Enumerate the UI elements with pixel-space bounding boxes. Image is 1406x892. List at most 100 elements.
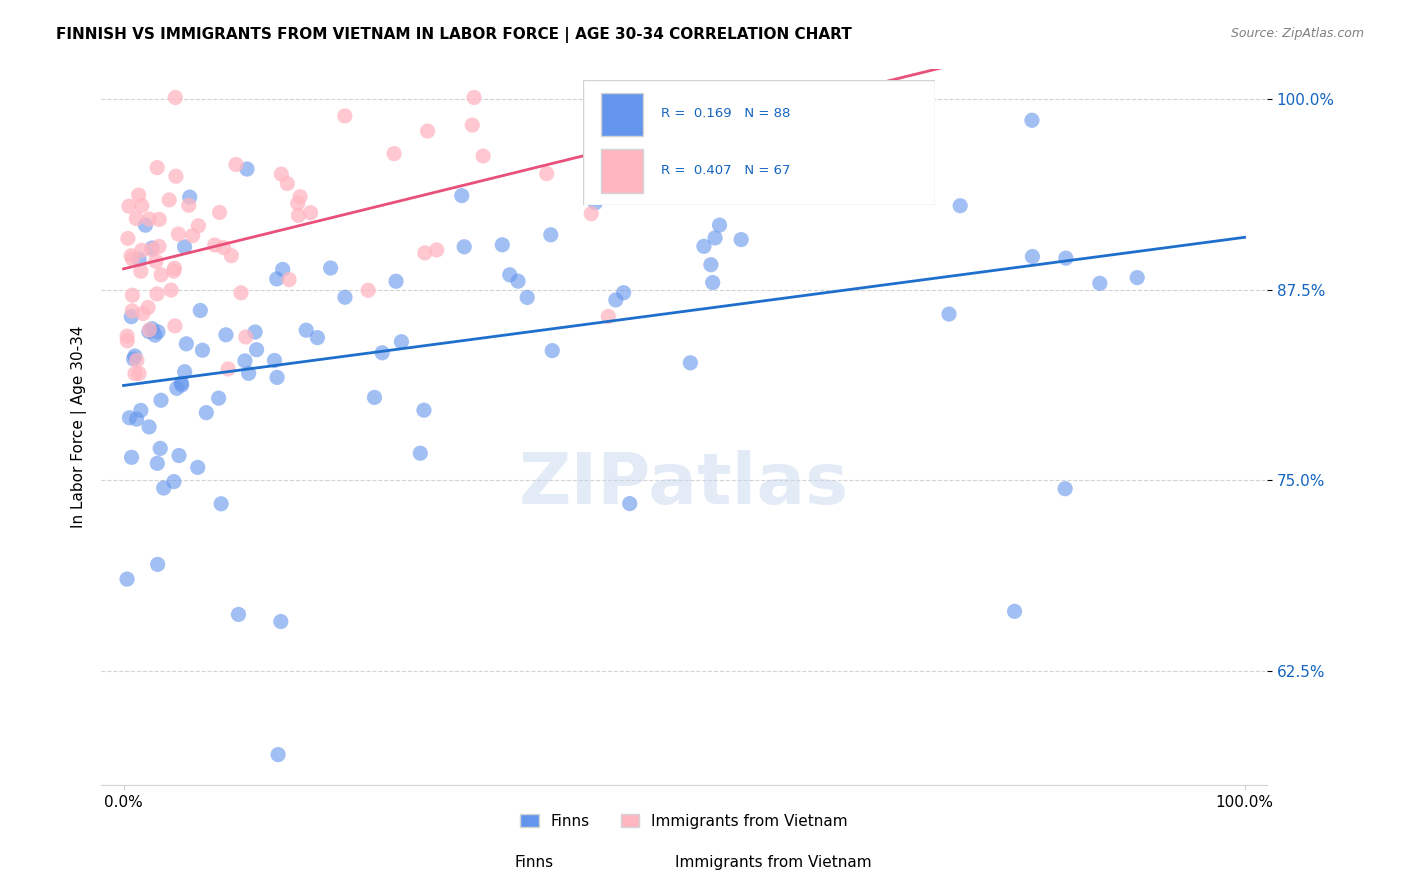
Finns <box>146 325 169 339</box>
Finns <box>138 420 160 434</box>
Text: Immigrants from Vietnam: Immigrants from Vietnam <box>675 855 872 870</box>
Finns <box>191 343 214 358</box>
Immigrants from Vietnam <box>463 90 485 104</box>
Immigrants from Vietnam <box>121 303 143 318</box>
Finns <box>307 331 329 345</box>
Immigrants from Vietnam <box>138 212 160 227</box>
Finns <box>319 260 342 275</box>
Finns <box>389 334 412 349</box>
Finns <box>363 391 385 405</box>
Finns <box>516 290 538 304</box>
Finns <box>215 327 238 342</box>
Immigrants from Vietnam <box>208 205 231 219</box>
Immigrants from Vietnam <box>287 196 309 211</box>
Immigrants from Vietnam <box>204 238 226 252</box>
Finns <box>583 195 606 210</box>
Immigrants from Vietnam <box>128 188 150 202</box>
Finns <box>267 747 290 762</box>
Finns <box>541 343 564 358</box>
Finns <box>693 239 716 253</box>
Bar <box>602 149 644 193</box>
Finns <box>450 188 472 202</box>
Finns <box>704 231 727 245</box>
Finns <box>413 403 436 417</box>
Finns <box>167 449 190 463</box>
Immigrants from Vietnam <box>131 244 153 258</box>
Finns <box>209 497 232 511</box>
Finns <box>134 218 156 232</box>
Finns <box>371 346 394 360</box>
Immigrants from Vietnam <box>413 246 436 260</box>
Immigrants from Vietnam <box>181 228 204 243</box>
Finns <box>841 126 863 140</box>
Finns <box>129 403 152 417</box>
Immigrants from Vietnam <box>187 219 209 233</box>
Finns <box>679 356 702 370</box>
Finns <box>1021 250 1043 264</box>
Immigrants from Vietnam <box>157 193 180 207</box>
Finns <box>499 268 522 282</box>
Finns <box>1088 277 1111 291</box>
Immigrants from Vietnam <box>581 207 603 221</box>
Finns <box>122 351 145 366</box>
Finns <box>152 481 174 495</box>
Immigrants from Vietnam <box>132 306 155 320</box>
Finns <box>124 349 146 363</box>
Text: R =  0.169   N = 88: R = 0.169 N = 88 <box>661 108 790 120</box>
Finns <box>173 240 195 254</box>
Finns <box>246 343 269 357</box>
Immigrants from Vietnam <box>115 329 138 343</box>
Y-axis label: In Labor Force | Age 30-34: In Labor Force | Age 30-34 <box>72 326 87 528</box>
Immigrants from Vietnam <box>145 254 167 268</box>
Finns <box>233 354 256 368</box>
Immigrants from Vietnam <box>125 353 148 368</box>
Immigrants from Vietnam <box>117 334 139 348</box>
Immigrants from Vietnam <box>235 330 257 344</box>
Finns <box>709 218 731 232</box>
Immigrants from Vietnam <box>129 264 152 278</box>
Bar <box>602 93 644 136</box>
Immigrants from Vietnam <box>121 252 143 266</box>
Finns <box>295 323 318 337</box>
Immigrants from Vietnam <box>225 157 247 171</box>
Finns <box>173 365 195 379</box>
Finns <box>1021 113 1043 128</box>
Finns <box>115 572 138 586</box>
Finns <box>118 410 141 425</box>
Finns <box>163 475 186 489</box>
Finns <box>700 258 723 272</box>
Finns <box>385 274 408 288</box>
Finns <box>170 376 193 391</box>
Immigrants from Vietnam <box>229 285 252 300</box>
Finns <box>605 293 627 307</box>
Immigrants from Vietnam <box>536 167 558 181</box>
Finns <box>208 391 231 405</box>
Immigrants from Vietnam <box>177 198 200 212</box>
Finns <box>949 199 972 213</box>
Finns <box>141 322 163 336</box>
Finns <box>188 303 211 318</box>
Immigrants from Vietnam <box>382 146 405 161</box>
Finns <box>266 370 288 384</box>
Finns <box>1126 270 1149 285</box>
Finns <box>146 558 169 572</box>
Immigrants from Vietnam <box>426 243 449 257</box>
Text: Finns: Finns <box>515 855 554 870</box>
Finns <box>138 325 160 339</box>
Immigrants from Vietnam <box>212 241 235 255</box>
Finns <box>125 412 148 426</box>
Immigrants from Vietnam <box>150 268 173 282</box>
Immigrants from Vietnam <box>146 161 169 175</box>
Immigrants from Vietnam <box>270 167 292 181</box>
Text: R =  0.407   N = 67: R = 0.407 N = 67 <box>661 164 790 177</box>
Immigrants from Vietnam <box>131 199 153 213</box>
Finns <box>1054 482 1077 496</box>
Immigrants from Vietnam <box>148 239 170 253</box>
Immigrants from Vietnam <box>278 272 301 286</box>
Immigrants from Vietnam <box>124 367 146 381</box>
Immigrants from Vietnam <box>598 310 620 324</box>
Finns <box>409 446 432 460</box>
Immigrants from Vietnam <box>167 227 190 241</box>
Immigrants from Vietnam <box>120 249 142 263</box>
Immigrants from Vietnam <box>217 362 239 376</box>
